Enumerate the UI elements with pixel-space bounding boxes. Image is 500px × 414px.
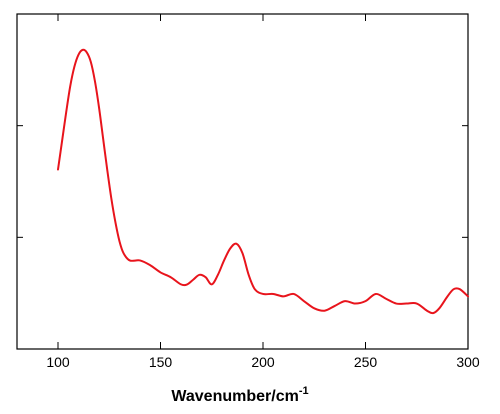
axis-ticks <box>17 14 469 349</box>
x-tick-label: 100 <box>46 354 70 370</box>
x-tick-labels: 100 150 200 250 300 <box>46 354 480 370</box>
plot-frame <box>16 13 469 350</box>
x-axis-title: Wavenumber/cm-1 <box>171 385 308 405</box>
spectrum-line <box>57 48 469 315</box>
x-tick-label: 250 <box>354 354 378 370</box>
x-axis-title-text: Wavenumber/cm <box>171 388 298 405</box>
x-tick-label: 200 <box>251 354 275 370</box>
x-axis-title-superscript: -1 <box>299 385 309 397</box>
x-tick-label: 300 <box>456 354 480 370</box>
x-tick-label: 150 <box>149 354 173 370</box>
